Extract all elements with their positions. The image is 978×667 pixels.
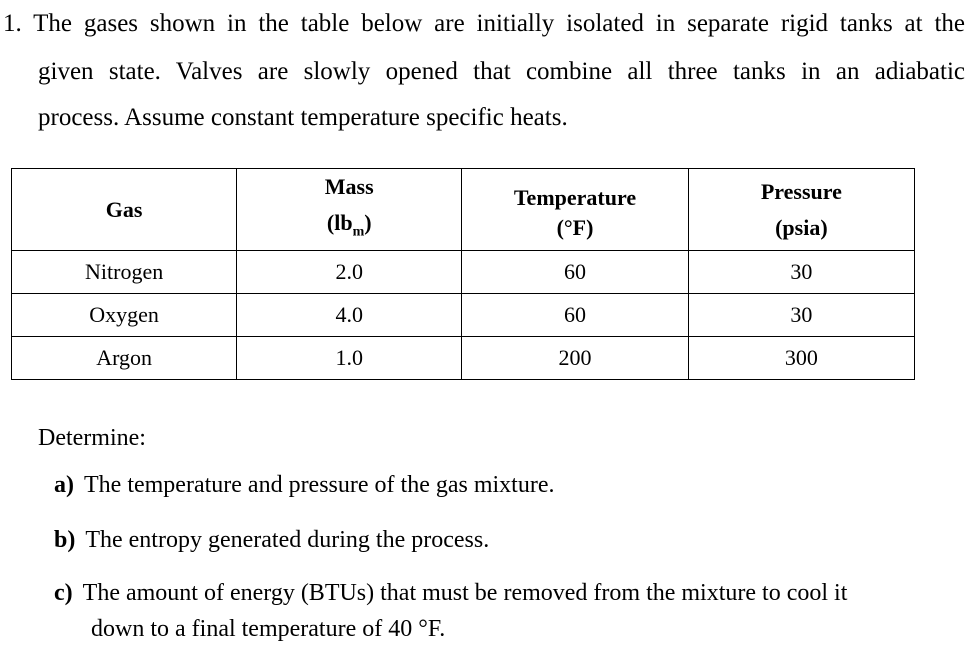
question-b: b) The entropy generated during the proce… xyxy=(54,527,489,554)
question-c-letter: c) xyxy=(54,580,73,606)
cell-pressure: 30 xyxy=(687,293,916,338)
cell-gas: Oxygen xyxy=(10,293,238,338)
header-temperature: Temperature (°F) xyxy=(461,167,689,252)
cell-temperature: 200 xyxy=(461,336,689,381)
header-mass-label: Mass xyxy=(324,174,374,199)
header-pressure: Pressure (psia) xyxy=(687,167,916,252)
header-mass: Mass (lbm) xyxy=(236,167,463,252)
table-row: Nitrogen 2.0 60 30 xyxy=(10,250,916,295)
cell-pressure: 30 xyxy=(687,250,916,295)
question-a: a) The temperature and pressure of the ga… xyxy=(54,472,554,499)
cell-gas: Argon xyxy=(10,336,238,381)
problem-line-3: process. Assume constant temperature spe… xyxy=(38,104,568,131)
problem-line-1: 1. The gases shown in the table below ar… xyxy=(3,10,965,37)
cell-mass: 4.0 xyxy=(236,293,463,338)
cell-mass: 1.0 xyxy=(236,336,463,381)
header-pressure-unit: (psia) xyxy=(775,214,828,240)
table-header-row: Gas Mass (lbm) Temperature (°F) Pressure… xyxy=(10,167,916,252)
table-row: Argon 1.0 200 300 xyxy=(10,336,916,381)
header-temperature-unit: (°F) xyxy=(556,214,594,240)
table-row: Oxygen 4.0 60 30 xyxy=(10,293,916,338)
header-temperature-label: Temperature xyxy=(513,184,637,210)
question-b-letter: b) xyxy=(54,527,76,553)
question-c: c) The amount of energy (BTUs) that must … xyxy=(54,580,847,607)
question-a-letter: a) xyxy=(54,472,74,498)
question-a-text: The temperature and pressure of the gas … xyxy=(84,472,555,498)
cell-mass: 2.0 xyxy=(236,250,463,295)
problem-line-2: given state. Valves are slowly opened th… xyxy=(38,58,965,85)
header-mass-unit: (lbm) xyxy=(326,210,372,240)
determine-label: Determine: xyxy=(38,425,146,451)
header-pressure-label: Pressure xyxy=(760,178,842,204)
question-c-text-line1: The amount of energy (BTUs) that must be… xyxy=(82,580,848,606)
header-gas-label: Gas xyxy=(105,196,143,222)
cell-gas: Nitrogen xyxy=(10,250,238,295)
cell-temperature: 60 xyxy=(461,293,689,338)
question-b-text: The entropy generated during the process… xyxy=(85,527,490,553)
gas-state-table: Gas Mass (lbm) Temperature (°F) Pressure… xyxy=(10,167,916,381)
cell-temperature: 60 xyxy=(461,250,689,295)
question-c-continued: down to a final temperature of 40 °F. xyxy=(91,616,446,642)
cell-pressure: 300 xyxy=(687,336,916,381)
header-gas: Gas xyxy=(10,167,238,252)
